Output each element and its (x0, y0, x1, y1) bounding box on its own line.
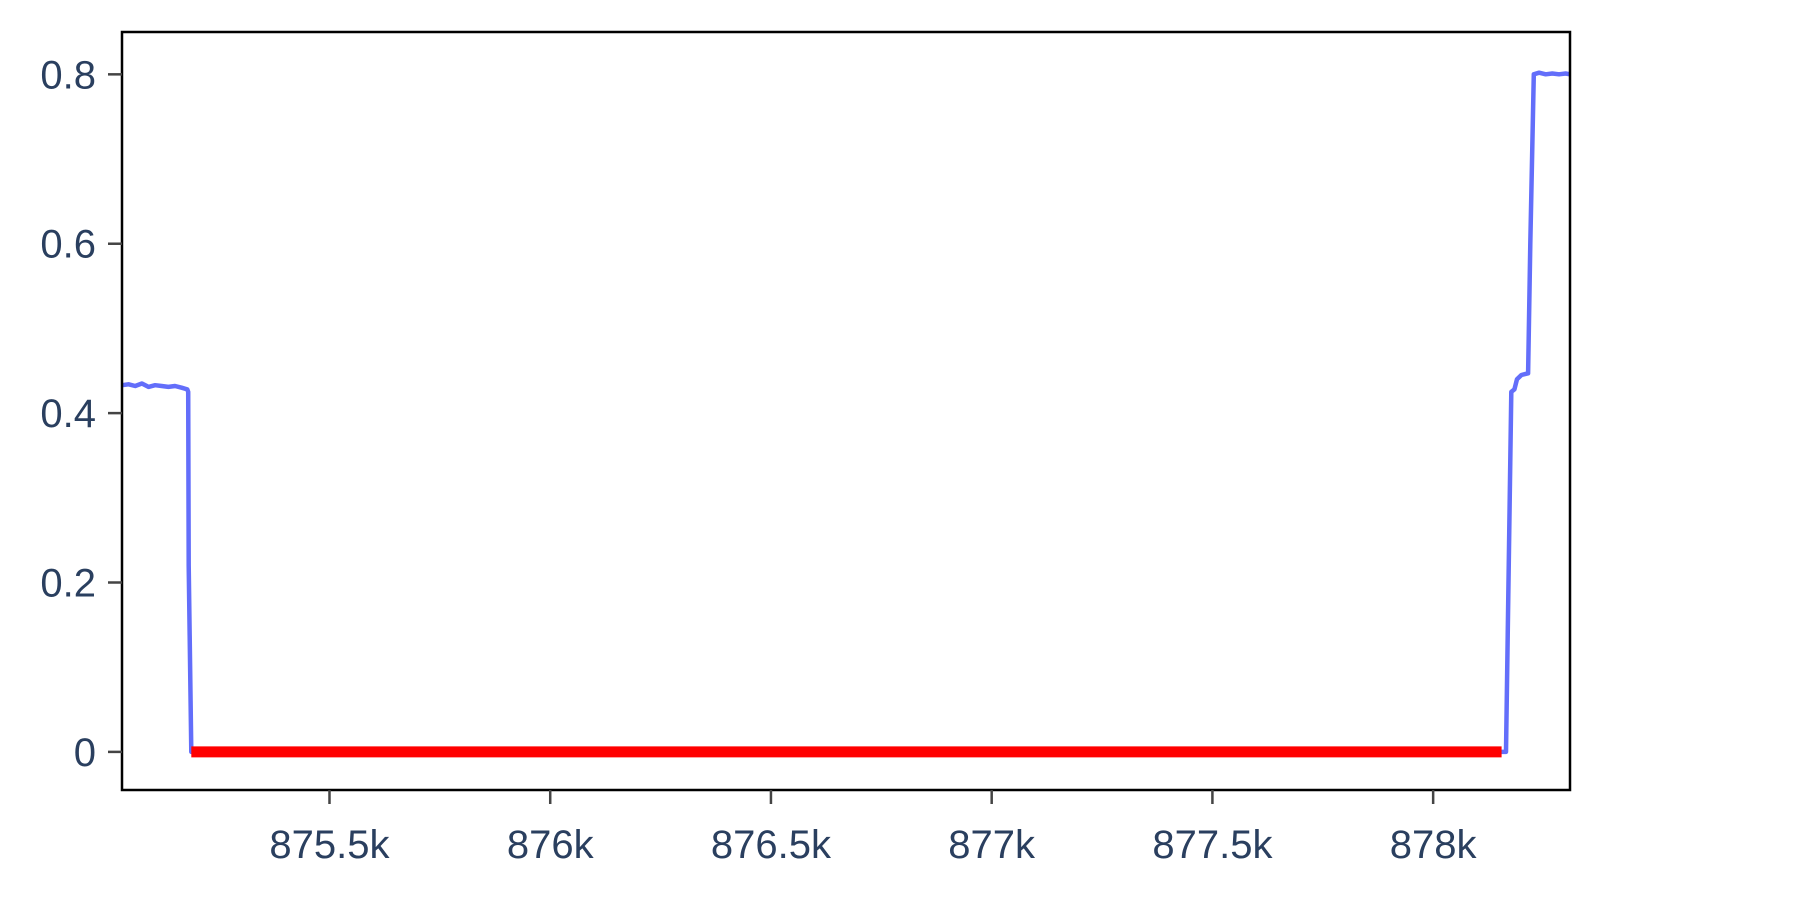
y-tick-label: 0 (74, 731, 96, 775)
y-tick-label: 0.6 (40, 223, 96, 267)
y-tick-label: 0.2 (40, 562, 96, 606)
x-tick-label: 876k (507, 823, 595, 867)
y-axis: 0 0.2 0.4 0.6 0.8 (40, 53, 122, 775)
x-tick-label: 877k (948, 823, 1036, 867)
x-tick-label: 875.5k (269, 823, 390, 867)
x-tick-label: 878k (1390, 823, 1478, 867)
y-tick-label: 0.8 (40, 53, 96, 97)
x-tick-label: 877.5k (1152, 823, 1273, 867)
plot-background (122, 32, 1570, 790)
series-layer (121, 70, 1571, 758)
x-axis: 875.5k 876k 876.5k 877k 877.5k 878k (269, 790, 1478, 867)
y-tick-label: 0.4 (40, 392, 96, 436)
plot-frame (120, 30, 1572, 792)
x-tick-label: 876.5k (711, 823, 832, 867)
